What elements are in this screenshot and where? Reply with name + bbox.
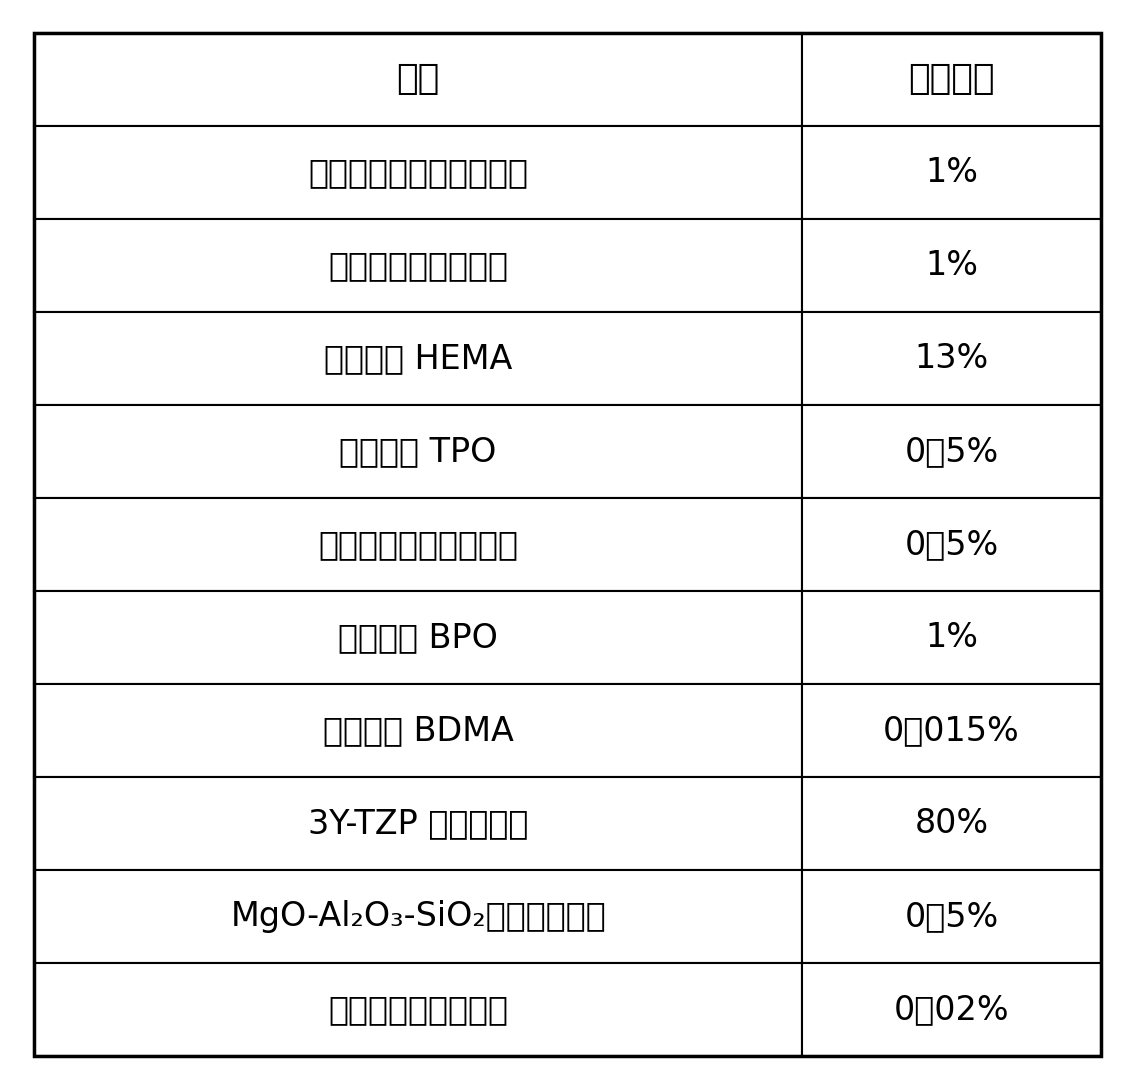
Bar bbox=[802, 311, 1101, 405]
Bar bbox=[34, 778, 802, 870]
Text: 1%: 1% bbox=[925, 248, 978, 282]
Text: 热引发剂 BPO: 热引发剂 BPO bbox=[338, 621, 498, 654]
Text: 聚酯丙烯酸酯（低聚物）: 聚酯丙烯酸酯（低聚物） bbox=[308, 156, 528, 188]
Text: 阻聚剂对羟基苯甲醚: 阻聚剂对羟基苯甲醚 bbox=[328, 993, 508, 1026]
Text: 热促进剂 BDMA: 热促进剂 BDMA bbox=[322, 714, 513, 747]
Text: 0．015%: 0．015% bbox=[883, 714, 1020, 747]
Bar bbox=[802, 964, 1101, 1056]
Bar bbox=[802, 498, 1101, 591]
Text: 组分: 组分 bbox=[396, 62, 439, 96]
Text: 活性单体 HEMA: 活性单体 HEMA bbox=[323, 342, 512, 375]
Bar bbox=[802, 870, 1101, 964]
Text: 0．02%: 0．02% bbox=[893, 993, 1009, 1026]
Text: 0．5%: 0．5% bbox=[905, 435, 999, 468]
Bar bbox=[802, 33, 1101, 125]
Text: 13%: 13% bbox=[915, 342, 989, 375]
Bar bbox=[34, 33, 802, 125]
Text: 1%: 1% bbox=[925, 621, 978, 654]
Bar bbox=[34, 219, 802, 311]
Text: 0．5%: 0．5% bbox=[905, 528, 999, 561]
Text: 80%: 80% bbox=[915, 807, 989, 841]
Bar bbox=[34, 125, 802, 219]
Bar bbox=[802, 405, 1101, 498]
Bar bbox=[802, 778, 1101, 870]
Bar bbox=[802, 684, 1101, 778]
Text: 0．5%: 0．5% bbox=[905, 901, 999, 933]
Text: MgO-Al₂O₃-SiO₂复合烧结助剂: MgO-Al₂O₃-SiO₂复合烧结助剂 bbox=[230, 901, 606, 933]
Text: 光引发剂二芳基碘鎓盐: 光引发剂二芳基碘鎓盐 bbox=[318, 528, 519, 561]
Bar bbox=[34, 498, 802, 591]
Text: 重量占比: 重量占比 bbox=[908, 62, 995, 96]
Bar bbox=[34, 684, 802, 778]
Bar bbox=[802, 219, 1101, 311]
Text: 环氧树脂（低聚物）: 环氧树脂（低聚物） bbox=[328, 248, 508, 282]
Text: 3Y-TZP 氧化锆粉末: 3Y-TZP 氧化锆粉末 bbox=[308, 807, 528, 841]
Bar bbox=[34, 311, 802, 405]
Text: 光引发剂 TPO: 光引发剂 TPO bbox=[339, 435, 497, 468]
Bar bbox=[802, 125, 1101, 219]
Text: 1%: 1% bbox=[925, 156, 978, 188]
Bar bbox=[802, 591, 1101, 684]
Bar bbox=[34, 405, 802, 498]
Bar bbox=[34, 870, 802, 964]
Bar bbox=[34, 591, 802, 684]
Bar bbox=[34, 964, 802, 1056]
